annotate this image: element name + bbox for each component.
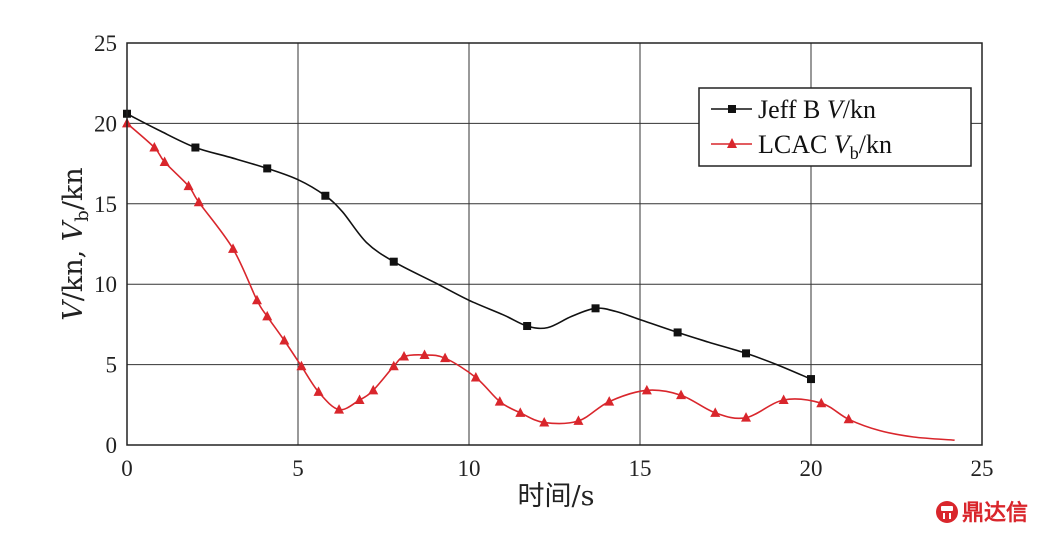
data-point — [843, 413, 854, 424]
data-point — [388, 360, 399, 371]
x-tick-label: 10 — [458, 456, 481, 481]
data-point — [296, 360, 307, 371]
legend-box — [698, 87, 972, 167]
legend-label-lcac-var: V — [834, 130, 853, 159]
series-line — [126, 122, 955, 441]
data-point — [279, 334, 290, 345]
y-tick-label: 15 — [94, 192, 117, 217]
legend-triangle-marker-icon — [727, 138, 737, 148]
data-point — [742, 349, 751, 358]
y-axis-title-sub: b — [72, 210, 93, 222]
legend-label-jeff-b-prefix: Jeff B — [758, 95, 827, 124]
watermark-text: 鼎达信 — [962, 500, 1028, 526]
data-point — [313, 386, 324, 396]
data-point — [321, 191, 330, 200]
data-point — [262, 310, 273, 321]
data-point — [368, 384, 379, 395]
data-point — [604, 396, 615, 406]
x-tick-label: 20 — [800, 456, 823, 481]
x-tick-label: 25 — [971, 456, 994, 481]
data-point — [389, 257, 398, 266]
data-point — [183, 180, 194, 191]
y-tick-label: 0 — [106, 433, 118, 458]
data-point — [159, 156, 170, 166]
legend-label-jeff-b: Jeff B V/kn — [758, 95, 876, 124]
data-point — [419, 349, 430, 359]
data-point — [641, 384, 652, 395]
legend-square-marker-icon — [728, 105, 736, 113]
data-point — [673, 328, 682, 337]
data-point — [399, 351, 410, 361]
legend-label-jeff-b-suffix: /kn — [843, 95, 876, 124]
x-tick-label: 5 — [292, 456, 304, 481]
y-tick-label: 5 — [106, 353, 118, 378]
data-point — [263, 164, 272, 173]
x-tick-label: 15 — [629, 456, 652, 481]
legend-label-lcac-prefix: LCAC — [758, 130, 834, 159]
data-point — [807, 375, 815, 384]
legend-label-lcac-sub: b — [850, 143, 859, 163]
data-point — [354, 394, 365, 404]
data-point — [515, 407, 526, 417]
data-point — [251, 294, 262, 305]
data-point — [676, 389, 687, 400]
data-point — [494, 396, 505, 406]
y-tick-label: 25 — [94, 31, 117, 56]
legend-item-jeff-b: Jeff B V/kn — [711, 95, 876, 124]
data-point — [193, 196, 204, 207]
legend-label-lcac-suffix: /kn — [859, 130, 892, 159]
data-point — [149, 142, 160, 152]
y-tick-label: 10 — [94, 272, 117, 297]
series-layer — [122, 109, 955, 441]
y-axis-title-unit: /kn, — [58, 241, 89, 301]
data-point — [741, 412, 752, 422]
watermark-logo-icon — [936, 501, 958, 523]
data-point — [523, 322, 532, 331]
plot-frame — [126, 42, 983, 446]
data-point — [710, 407, 721, 417]
data-point — [440, 352, 451, 363]
legend-label-lcac: LCAC Vb/kn — [758, 130, 892, 163]
data-point — [778, 394, 789, 404]
y-tick-label: 20 — [94, 111, 117, 136]
data-point — [573, 415, 584, 425]
legend-label-jeff-b-var: V — [827, 95, 846, 124]
data-point — [228, 243, 239, 253]
x-tick-label: 0 — [121, 456, 133, 481]
data-point — [816, 397, 827, 408]
data-point — [591, 304, 600, 313]
y-axis-title-unit-2: /kn — [58, 167, 89, 210]
watermark: 鼎达信 — [936, 500, 1028, 526]
y-axis-title: V/kn, Vb/kn — [58, 167, 93, 320]
y-axis-title-vb: V — [58, 219, 89, 241]
y-axis-title-v: V — [58, 299, 89, 321]
tick-labels: 0 5 10 15 20 25 0 5 10 15 20 25 — [94, 31, 994, 481]
data-point — [191, 143, 200, 152]
data-point — [334, 404, 345, 414]
data-point — [470, 371, 481, 382]
x-axis-title: 时间/s — [518, 481, 595, 512]
legend: Jeff B V/kn LCAC Vb/kn — [698, 87, 972, 167]
series-jeff-b — [123, 109, 815, 384]
data-point — [539, 416, 550, 427]
legend-item-lcac: LCAC Vb/kn — [711, 130, 892, 163]
